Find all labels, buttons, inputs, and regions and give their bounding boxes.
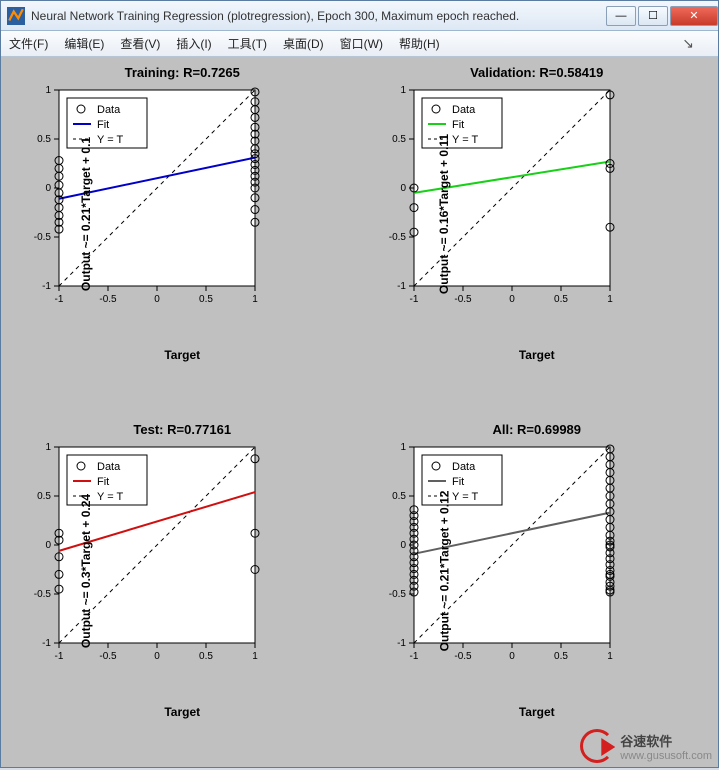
svg-text:-1: -1	[42, 638, 51, 649]
subplot-test: Test: R=0.77161 Output ~= 0.3*Target + 0.…	[11, 422, 354, 759]
maximize-button[interactable]: ☐	[638, 6, 668, 26]
titlebar[interactable]: Neural Network Training Regression (plot…	[1, 1, 718, 31]
toolbar-chevron-icon[interactable]: ↘	[682, 35, 694, 52]
subplot-all: All: R=0.69989 Output ~= 0.21*Target + 0.…	[366, 422, 709, 759]
svg-text:-0.5: -0.5	[34, 232, 52, 243]
svg-text:1: 1	[400, 442, 406, 453]
svg-text:-0.5: -0.5	[454, 651, 472, 662]
svg-text:-0.5: -0.5	[388, 589, 406, 600]
app-icon	[7, 7, 25, 25]
svg-text:Y = T: Y = T	[97, 134, 123, 146]
close-button[interactable]: ✕	[670, 6, 718, 26]
subplot-grid: Training: R=0.7265 Output ~= 0.21*Target …	[11, 65, 708, 759]
minimize-button[interactable]: —	[606, 6, 636, 26]
plot-svg: -1 -0.5 0 0.5 1 -1 -0.5 0 0.5 1 Data Fit Y = T	[366, 84, 616, 314]
y-axis-label: Output ~= 0.21*Target + 0.12	[437, 491, 451, 652]
svg-text:Data: Data	[452, 104, 476, 116]
plot-svg: -1 -0.5 0 0.5 1 -1 -0.5 0 0.5 1 Data Fit Y = T	[366, 441, 616, 671]
svg-text:0.5: 0.5	[554, 651, 568, 662]
svg-text:-1: -1	[397, 638, 406, 649]
svg-text:-1: -1	[55, 651, 64, 662]
plot-area[interactable]: Output ~= 0.16*Target + 0.11-1-0.500.51-…	[366, 84, 709, 344]
svg-text:-0.5: -0.5	[388, 232, 406, 243]
svg-text:0: 0	[154, 294, 160, 305]
svg-text:0: 0	[400, 540, 406, 551]
svg-text:1: 1	[252, 651, 258, 662]
svg-text:Y = T: Y = T	[97, 491, 123, 503]
svg-text:0.5: 0.5	[37, 491, 51, 502]
svg-text:0: 0	[400, 183, 406, 194]
svg-text:-1: -1	[409, 294, 418, 305]
x-axis-label: Target	[11, 348, 354, 362]
svg-text:Y = T: Y = T	[452, 134, 478, 146]
svg-text:-0.5: -0.5	[34, 589, 52, 600]
menu-edit[interactable]: 编辑(E)	[64, 35, 104, 52]
svg-text:1: 1	[400, 85, 406, 96]
svg-text:0: 0	[154, 651, 160, 662]
svg-text:-0.5: -0.5	[99, 651, 117, 662]
svg-text:0: 0	[45, 183, 51, 194]
menu-view[interactable]: 查看(V)	[120, 35, 160, 52]
subplot-title: Validation: R=0.58419	[366, 65, 709, 80]
svg-text:0.5: 0.5	[554, 294, 568, 305]
window-buttons: — ☐ ✕	[604, 6, 718, 26]
svg-text:Fit: Fit	[97, 476, 109, 488]
x-axis-label: Target	[11, 705, 354, 719]
svg-text:1: 1	[45, 85, 51, 96]
subplot-val: Validation: R=0.58419 Output ~= 0.16*Targ…	[366, 65, 709, 402]
svg-text:Data: Data	[97, 104, 121, 116]
svg-text:1: 1	[252, 294, 258, 305]
y-axis-label: Output ~= 0.16*Target + 0.11	[437, 134, 451, 294]
figure-canvas: Training: R=0.7265 Output ~= 0.21*Target …	[1, 57, 718, 767]
svg-text:0.5: 0.5	[392, 134, 406, 145]
svg-text:1: 1	[45, 442, 51, 453]
y-axis-label: Output ~= 0.3*Target + 0.24	[79, 494, 93, 648]
menu-tools[interactable]: 工具(T)	[228, 35, 267, 52]
menu-insert[interactable]: 插入(I)	[176, 35, 211, 52]
subplot-title: Test: R=0.77161	[11, 422, 354, 437]
subplot-title: All: R=0.69989	[366, 422, 709, 437]
subplot-title: Training: R=0.7265	[11, 65, 354, 80]
svg-text:0: 0	[509, 651, 515, 662]
x-axis-label: Target	[366, 705, 709, 719]
plot-svg: -1 -0.5 0 0.5 1 -1 -0.5 0 0.5 1 Data Fit Y = T	[11, 84, 261, 314]
svg-text:-1: -1	[397, 281, 406, 292]
svg-text:-1: -1	[55, 294, 64, 305]
svg-text:Data: Data	[452, 461, 476, 473]
svg-text:-1: -1	[409, 651, 418, 662]
menu-help[interactable]: 帮助(H)	[399, 35, 440, 52]
svg-text:Y = T: Y = T	[452, 491, 478, 503]
svg-text:Fit: Fit	[452, 476, 464, 488]
app-window: Neural Network Training Regression (plot…	[0, 0, 719, 768]
svg-text:-1: -1	[42, 281, 51, 292]
plot-area[interactable]: Output ~= 0.21*Target + 0.1-1-0.500.51-1…	[11, 84, 354, 344]
menubar: 文件(F) 编辑(E) 查看(V) 插入(I) 工具(T) 桌面(D) 窗口(W…	[1, 31, 718, 57]
svg-text:1: 1	[607, 294, 613, 305]
svg-text:Data: Data	[97, 461, 121, 473]
plot-area[interactable]: Output ~= 0.3*Target + 0.24-1-0.500.51-1…	[11, 441, 354, 701]
svg-text:0: 0	[45, 540, 51, 551]
svg-text:0: 0	[509, 294, 515, 305]
svg-text:Fit: Fit	[452, 119, 464, 131]
x-axis-label: Target	[366, 348, 709, 362]
menu-window[interactable]: 窗口(W)	[340, 35, 383, 52]
y-axis-label: Output ~= 0.21*Target + 0.1	[79, 137, 93, 291]
svg-text:-0.5: -0.5	[454, 294, 472, 305]
svg-text:Fit: Fit	[97, 119, 109, 131]
subplot-train: Training: R=0.7265 Output ~= 0.21*Target …	[11, 65, 354, 402]
window-title: Neural Network Training Regression (plot…	[31, 9, 604, 23]
plot-svg: -1 -0.5 0 0.5 1 -1 -0.5 0 0.5 1 Data Fit Y = T	[11, 441, 261, 671]
svg-text:0.5: 0.5	[37, 134, 51, 145]
menu-file[interactable]: 文件(F)	[9, 35, 48, 52]
svg-text:0.5: 0.5	[199, 294, 213, 305]
svg-text:0.5: 0.5	[392, 491, 406, 502]
svg-text:-0.5: -0.5	[99, 294, 117, 305]
menu-desktop[interactable]: 桌面(D)	[283, 35, 324, 52]
svg-text:0.5: 0.5	[199, 651, 213, 662]
svg-text:1: 1	[607, 651, 613, 662]
plot-area[interactable]: Output ~= 0.21*Target + 0.12-1-0.500.51-…	[366, 441, 709, 701]
